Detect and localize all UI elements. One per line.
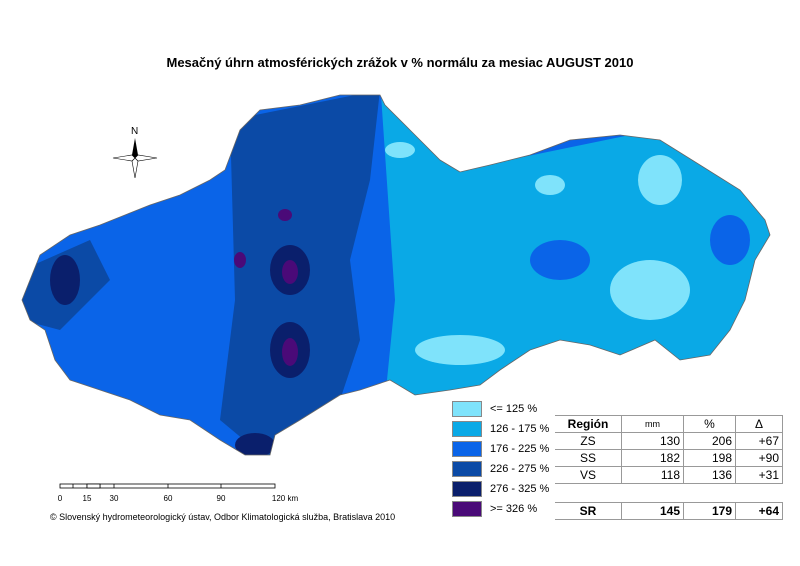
map-title: Mesačný úhrn atmosférických zrážok v % n…: [166, 55, 634, 70]
legend-item: 176 - 225 %: [452, 441, 549, 457]
legend-item: 126 - 175 %: [452, 421, 549, 437]
zone-326: [234, 252, 246, 268]
zone-176-225-east: [530, 240, 590, 280]
scale-tick: 90: [216, 494, 226, 503]
legend-label: 226 - 275 %: [490, 463, 550, 475]
legend-label: 126 - 175 %: [490, 423, 550, 435]
compass-rose: [112, 138, 158, 179]
cell: 130: [621, 432, 684, 450]
zone-125: [415, 335, 505, 365]
scale-tick: 120 km: [271, 494, 299, 503]
cell: SS: [555, 449, 622, 467]
cell: 179: [683, 502, 736, 520]
cell: +90: [735, 449, 783, 467]
cell: 198: [683, 449, 736, 467]
zone-276-325: [235, 433, 275, 455]
cell: +31: [735, 466, 783, 484]
compass-label: N: [131, 126, 138, 137]
cell: SR: [555, 502, 622, 520]
header: Región: [555, 415, 622, 433]
zone-125: [535, 175, 565, 195]
zone-125: [385, 142, 415, 158]
zone-126-175: [380, 95, 770, 450]
cell: 145: [621, 502, 684, 520]
legend-item: <= 125 %: [452, 401, 537, 417]
zone-276-325: [50, 255, 80, 305]
copyright: © Slovenský hydrometeorologický ústav, O…: [50, 512, 396, 522]
header: Δ: [735, 415, 783, 433]
table-row: ZS 130 206 +67: [555, 432, 783, 450]
legend-item: 276 - 325 %: [452, 481, 549, 497]
scale-tick: 0: [57, 494, 63, 503]
cell: +64: [735, 502, 783, 520]
cell: 206: [683, 432, 736, 450]
zone-125: [638, 155, 682, 205]
cell: 136: [683, 466, 736, 484]
zone-176-225-east: [710, 215, 750, 265]
legend-label: 176 - 225 %: [490, 443, 550, 455]
cell: ZS: [555, 432, 622, 450]
zone-326: [282, 260, 298, 284]
scale-tick: 60: [163, 494, 173, 503]
header: mm: [621, 415, 684, 433]
legend-label: >= 326 %: [490, 503, 538, 515]
zone-326: [278, 209, 292, 221]
scale-tick: 30: [109, 494, 119, 503]
cell: VS: [555, 466, 622, 484]
cell: 182: [621, 449, 684, 467]
header: %: [683, 415, 736, 433]
zone-326: [282, 338, 298, 366]
table-row: SS 182 198 +90: [555, 449, 783, 467]
region-table: Región mm% Δ ZS 130 206 +67 SS 182 198 +90 VS 118…: [555, 415, 783, 520]
legend-label: <= 125 %: [490, 403, 538, 415]
table-row: VS 118 136 +31: [555, 466, 783, 484]
cell: +67: [735, 432, 783, 450]
legend-item: >= 326 %: [452, 501, 537, 517]
legend-label: 276 - 325 %: [490, 483, 550, 495]
scale-tick: 15: [82, 494, 92, 503]
scale-bar: [59, 483, 276, 489]
legend-item: 226 - 275 %: [452, 461, 549, 477]
zone-125: [610, 260, 690, 320]
total-row: SR 145 179 +64: [555, 502, 783, 520]
cell: 118: [621, 466, 684, 484]
